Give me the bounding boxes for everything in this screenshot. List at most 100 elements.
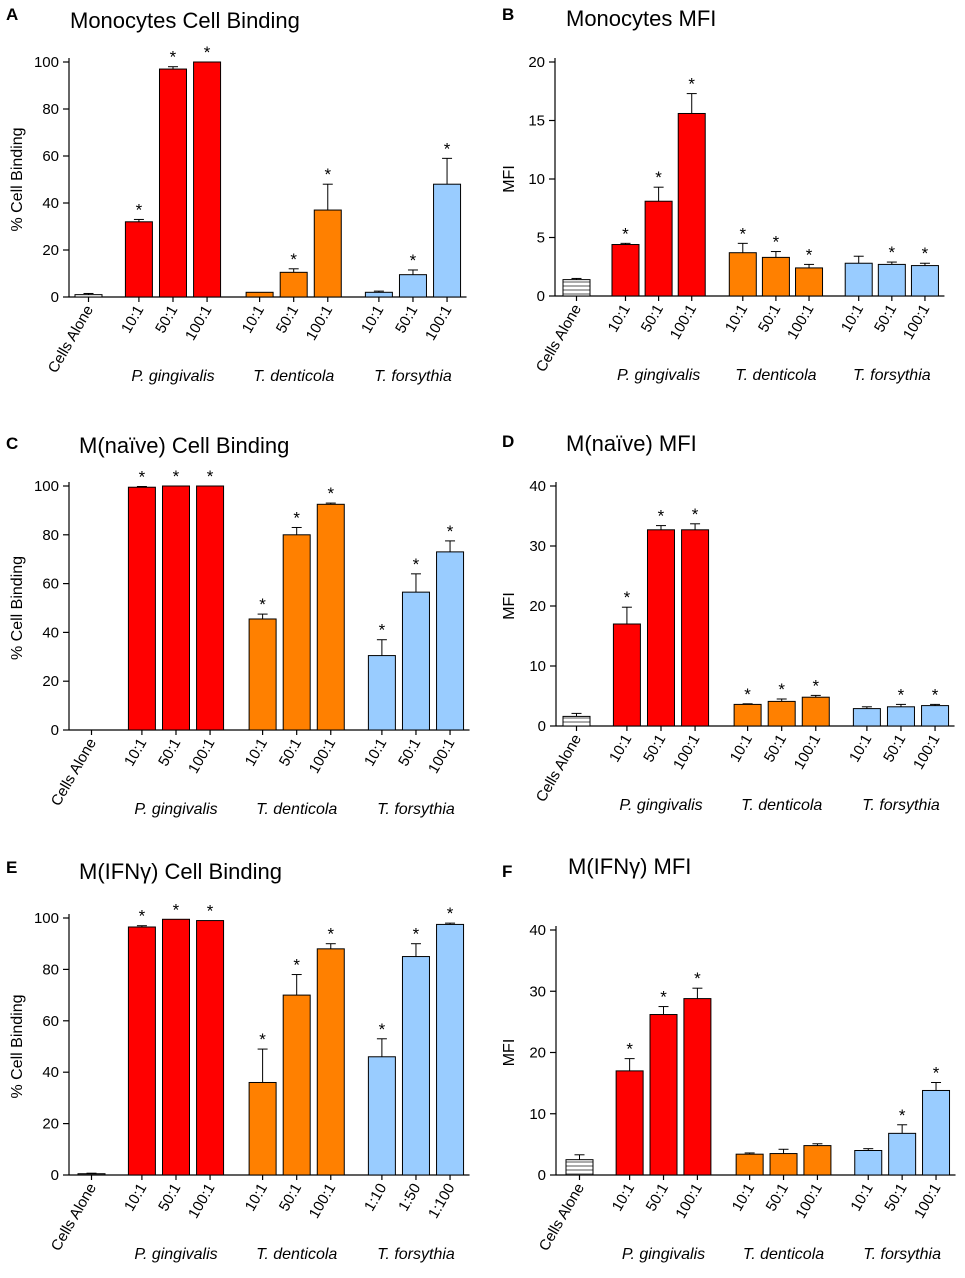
bar [677,112,706,297]
y-tick-label: 15 [528,113,545,130]
x-tick-label: Cells Alone [48,736,100,809]
panel-letter: A [6,5,18,24]
x-tick-label: 100:1 [182,303,215,344]
chart-title: M(naïve) MFI [566,431,697,456]
y-tick-label: 80 [42,961,59,978]
y-tick-label: 40 [529,478,546,495]
x-tick-label: 100:1 [422,303,455,344]
y-tick-label: 80 [42,527,59,544]
x-tick-label: 10:1 [361,736,390,770]
bar [795,267,824,297]
significance-star: * [744,685,751,704]
x-tick-label: 10:1 [606,732,635,766]
bar [436,551,465,731]
bar [161,485,190,731]
significance-star: * [778,680,785,699]
significance-star: * [259,595,266,614]
bar [127,486,156,731]
bar [313,209,342,298]
significance-star: * [447,904,454,923]
group-label: P. gingivalis [131,368,214,385]
x-tick-label: Cells Alone [533,732,585,805]
significance-star: * [170,48,177,67]
significance-star: * [139,907,146,926]
bar [245,291,274,298]
bar [282,994,311,1176]
panel-letter: F [502,862,512,881]
y-tick-label: 100 [34,478,59,495]
x-tick-label: 10:1 [847,1181,876,1215]
significance-star: * [932,685,939,704]
bar [401,591,430,731]
group-label: P. gingivalis [617,367,700,384]
x-tick-label: 100:1 [306,1181,339,1222]
bar [279,271,308,298]
x-tick-label: 10:1 [605,302,634,336]
bar [158,68,187,298]
y-tick-label: 5 [537,230,545,247]
x-tick-label: 100:1 [303,303,336,344]
panel-letter: E [6,858,17,877]
significance-star: * [379,1020,386,1039]
significance-star: * [739,224,746,243]
group-label: T. denticola [741,797,822,814]
bar [761,256,790,297]
significance-star: * [324,165,331,184]
y-tick-label: 60 [42,148,59,165]
group-label: T. forsythia [374,368,452,385]
y-tick-label: 20 [529,598,546,615]
bar [888,1132,917,1176]
y-tick-label: 20 [528,54,545,71]
x-tick-label: 50:1 [395,736,424,770]
y-tick-label: 40 [42,624,59,641]
significance-star: * [410,251,417,270]
significance-star: * [207,902,214,921]
significance-star: * [889,243,896,262]
significance-star: * [658,507,665,526]
chart-panel-e: E M(IFNγ) Cell Binding % Cell Binding 0 20 40… [6,858,470,1263]
significance-star: * [173,467,180,486]
x-tick-label: Cells Alone [48,1181,100,1254]
significance-star: * [327,484,334,503]
bar [364,291,393,298]
significance-star: * [660,988,667,1007]
bar [644,200,673,297]
significance-star: * [694,969,701,988]
y-tick-label: 80 [42,101,59,118]
bar [877,263,906,297]
significance-star: * [812,676,819,695]
significance-star: * [773,233,780,252]
bar [436,923,465,1176]
y-tick-label: 40 [529,922,546,939]
x-tick-label: 100:1 [911,1181,944,1222]
bar [565,1159,594,1176]
significance-star: * [692,505,699,524]
significance-star: * [207,467,214,486]
significance-star: * [173,900,180,919]
y-tick-label: 10 [529,1106,546,1123]
y-tick-label: 30 [529,983,546,1000]
significance-star: * [447,522,454,541]
bar [767,700,796,727]
y-tick-label: 20 [42,242,59,259]
bar [803,1145,832,1176]
x-tick-label: 100:1 [672,1181,705,1222]
significance-star: * [413,925,420,944]
chart-title: Monocytes Cell Binding [70,8,300,33]
group-label: T. forsythia [377,801,455,818]
bar [611,244,640,297]
bar [649,1014,678,1176]
significance-star: * [688,75,695,94]
significance-star: * [290,250,297,269]
y-tick-label: 0 [537,288,545,305]
x-tick-label: 50:1 [638,302,667,336]
x-tick-label: 50:1 [152,303,181,337]
bar [127,926,156,1176]
panel-letter: D [502,432,514,451]
significance-star: * [899,1106,906,1125]
x-tick-label: 10:1 [121,736,150,770]
x-tick-label: 1:10 [361,1181,390,1215]
bar [562,279,591,297]
y-tick-label: 0 [51,722,59,739]
y-tick-label: 10 [529,658,546,675]
